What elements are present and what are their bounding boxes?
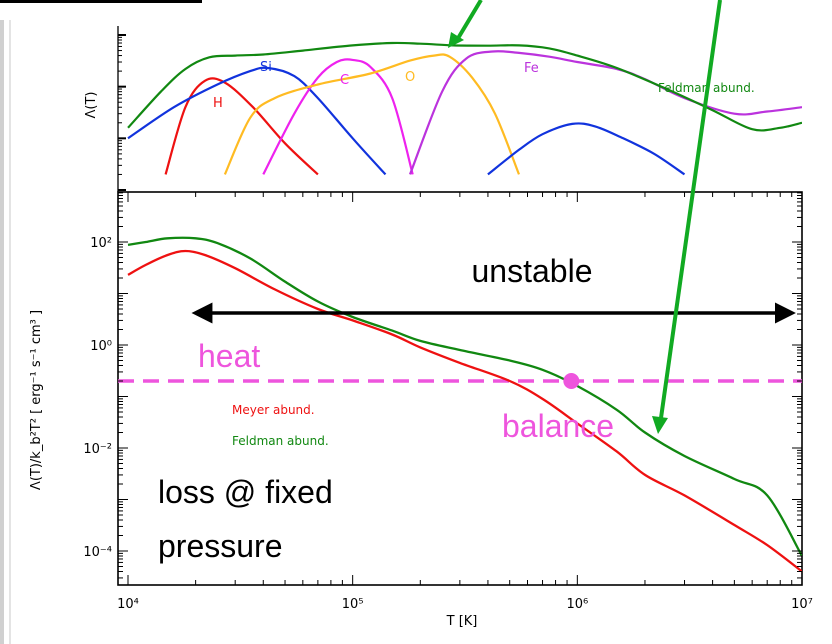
balance-point: [563, 372, 580, 389]
top-curve-o: [223, 53, 521, 175]
top-curve-si: [127, 66, 387, 176]
x-tick-label: 10⁷: [791, 597, 813, 612]
heat-label: heat: [198, 338, 260, 374]
top-curve-h: [164, 77, 319, 176]
element-label-c: C: [340, 73, 349, 88]
y-tick-label: 10⁰: [90, 339, 112, 354]
bottom-curve-feldman-abund: [127, 236, 802, 557]
top-curve-c: [262, 58, 414, 175]
left-edge-bar: [0, 20, 4, 644]
balance-label: balance: [502, 408, 614, 444]
unstable-label: unstable: [472, 253, 593, 289]
element-label-si: Si: [260, 60, 272, 75]
pointer-arrow-top-line: [455, 0, 483, 42]
y-tick-label: 10⁻⁴: [83, 545, 112, 560]
top-curve-fe: [408, 50, 802, 175]
x-tick-label: 10⁶: [566, 597, 588, 612]
x-tick-label: 10⁵: [342, 597, 364, 612]
top-y-axis-label: Λ(T): [84, 92, 99, 119]
pointer-arrow-bottom-head: [652, 416, 668, 434]
legend-feldman-abund: Feldman abund.: [232, 434, 329, 448]
bottom-plot-frame: [117, 191, 803, 586]
element-label-fe: Fe: [524, 61, 539, 76]
loss-label-line2: pressure: [158, 528, 283, 564]
top-curve-series-6: [487, 122, 686, 176]
top-left-bar: [0, 0, 202, 3]
element-label-h: H: [213, 96, 223, 111]
y-tick-label: 10⁻²: [83, 442, 112, 457]
bottom-panel: 10⁴ 10⁵ 10⁶ 10⁷ 10² 10⁰ 10⁻² 10⁻⁴ unstable heat b…: [29, 191, 813, 629]
element-label-o: O: [405, 70, 415, 85]
pointer-arrow-top-head: [448, 32, 464, 48]
x-tick-label: 10⁴: [117, 597, 139, 612]
pointer-arrow-bottom-line: [659, 0, 722, 419]
left-edge-bar-2: [9, 20, 11, 644]
legend-meyer-abund: Meyer abund.: [232, 403, 315, 417]
x-axis-label: T [K]: [446, 614, 478, 629]
bottom-y-axis-label: Λ(T)/k_b²T² [ erg⁻¹ s⁻¹ cm³ ]: [29, 310, 44, 490]
y-tick-label: 10²: [90, 236, 112, 251]
bottom-curve-meyer-abund: [127, 249, 802, 573]
loss-label-line1: loss @ fixed: [158, 474, 333, 510]
